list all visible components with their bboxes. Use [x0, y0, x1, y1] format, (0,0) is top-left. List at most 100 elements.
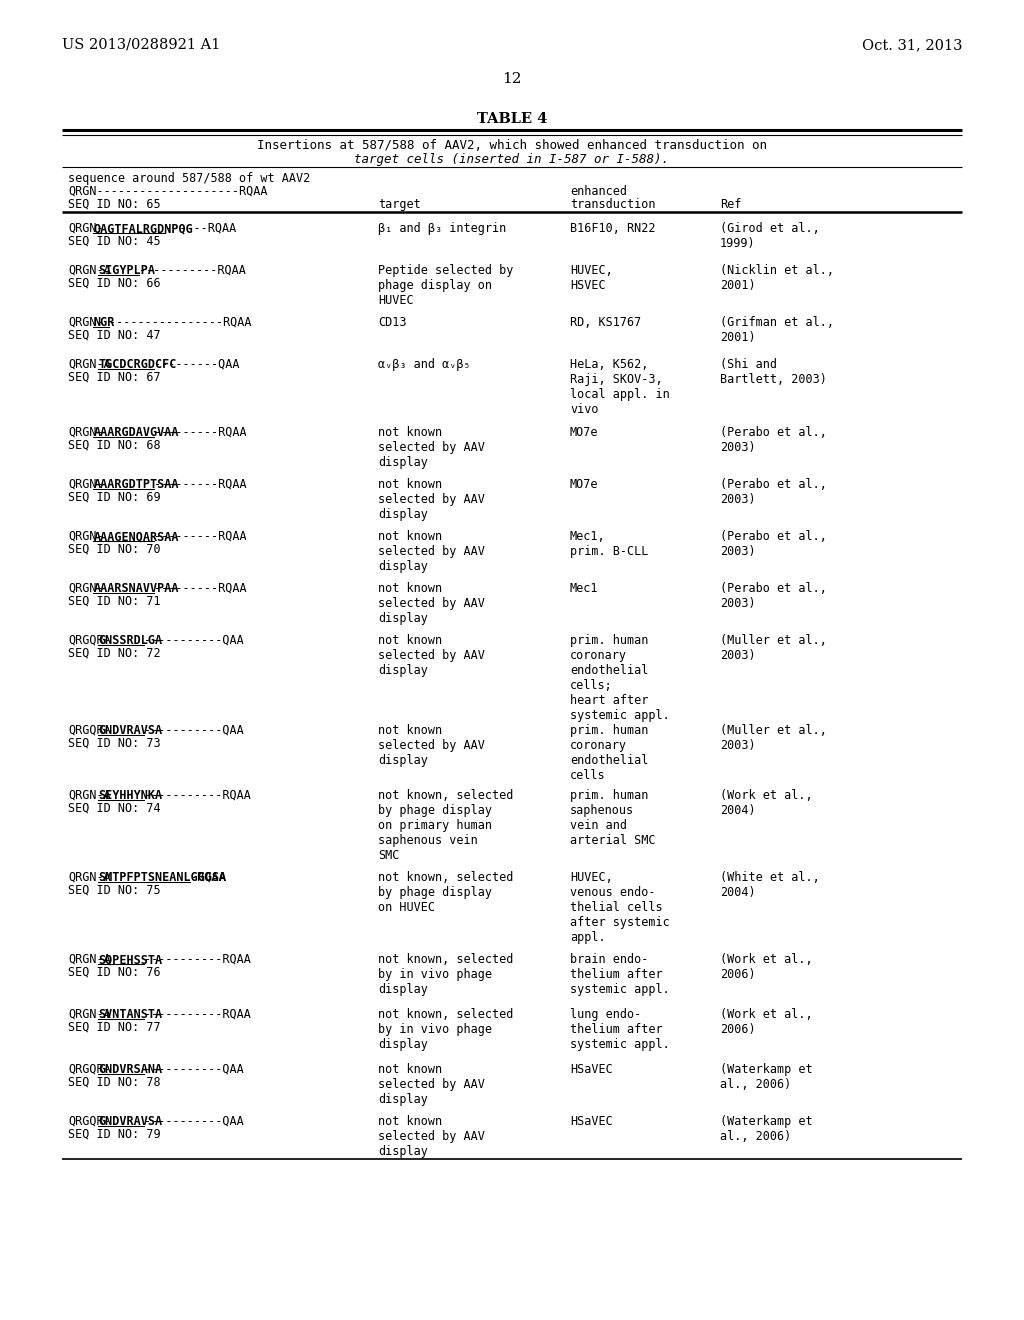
Text: SEQ ID NO: 68: SEQ ID NO: 68 — [68, 440, 161, 451]
Text: not known
selected by AAV
display: not known selected by AAV display — [378, 1115, 485, 1158]
Text: QRGN-: QRGN- — [68, 582, 103, 595]
Text: (Shi and
Bartlett, 2003): (Shi and Bartlett, 2003) — [720, 358, 826, 385]
Text: αᵥβ₃ and αᵥβ₅: αᵥβ₃ and αᵥβ₅ — [378, 358, 471, 371]
Text: prim. human
coronary
endothelial
cells;
heart after
systemic appl.: prim. human coronary endothelial cells; … — [570, 634, 670, 722]
Text: not known
selected by AAV
display: not known selected by AAV display — [378, 531, 485, 573]
Text: prim. human
saphenous
vein and
arterial SMC: prim. human saphenous vein and arterial … — [570, 789, 655, 847]
Text: (Muller et al.,
2003): (Muller et al., 2003) — [720, 634, 826, 663]
Text: ----------------RQAA: ----------------RQAA — [109, 315, 251, 329]
Text: prim. human
coronary
endothelial
cells: prim. human coronary endothelial cells — [570, 723, 648, 781]
Text: HSaVEC: HSaVEC — [570, 1115, 612, 1129]
Text: SEYHHYNKA: SEYHHYNKA — [98, 789, 163, 803]
Text: (Nicklin et al.,
2001): (Nicklin et al., 2001) — [720, 264, 834, 292]
Text: QRGQR-: QRGQR- — [68, 1115, 111, 1129]
Text: QRGQR-: QRGQR- — [68, 723, 111, 737]
Text: β₁ and β₃ integrin: β₁ and β₃ integrin — [378, 222, 506, 235]
Text: Mec1: Mec1 — [570, 582, 598, 595]
Text: not known
selected by AAV
display: not known selected by AAV display — [378, 634, 485, 677]
Text: SEQ ID NO: 79: SEQ ID NO: 79 — [68, 1129, 161, 1140]
Text: (Work et al.,
2006): (Work et al., 2006) — [720, 953, 813, 981]
Text: SEQ ID NO: 72: SEQ ID NO: 72 — [68, 647, 161, 660]
Text: Oct. 31, 2013: Oct. 31, 2013 — [861, 38, 962, 51]
Text: QRGN-A: QRGN-A — [68, 358, 111, 371]
Text: SEQ ID NO: 77: SEQ ID NO: 77 — [68, 1020, 161, 1034]
Text: ---------RQAA: ---------RQAA — [155, 582, 247, 595]
Text: QRGN-: QRGN- — [68, 222, 103, 235]
Text: NGR: NGR — [93, 315, 115, 329]
Text: QRGN-: QRGN- — [68, 478, 103, 491]
Text: (Perabo et al.,
2003): (Perabo et al., 2003) — [720, 426, 826, 454]
Text: CD13: CD13 — [378, 315, 407, 329]
Text: ---------RQAA: ---------RQAA — [155, 478, 247, 491]
Text: AAARGDTPTSAA: AAARGDTPTSAA — [93, 478, 179, 491]
Text: SEQ ID NO: 66: SEQ ID NO: 66 — [68, 277, 161, 290]
Text: SEQ ID NO: 76: SEQ ID NO: 76 — [68, 966, 161, 979]
Text: (Work et al.,
2004): (Work et al., 2004) — [720, 789, 813, 817]
Text: AAAGENQARSAA: AAAGENQARSAA — [93, 531, 179, 543]
Text: SEQ ID NO: 73: SEQ ID NO: 73 — [68, 737, 161, 750]
Text: lung endo-
thelium after
systemic appl.: lung endo- thelium after systemic appl. — [570, 1008, 670, 1051]
Text: not known, selected
by phage display
on HUVEC: not known, selected by phage display on … — [378, 871, 513, 913]
Text: MO7e: MO7e — [570, 426, 598, 440]
Text: SIGYPLPA: SIGYPLPA — [98, 264, 156, 277]
Text: SEQ ID NO: 65: SEQ ID NO: 65 — [68, 198, 161, 211]
Text: TABLE 4: TABLE 4 — [477, 112, 547, 125]
Text: SEQ ID NO: 67: SEQ ID NO: 67 — [68, 371, 161, 384]
Text: Mec1,
prim. B-CLL: Mec1, prim. B-CLL — [570, 531, 648, 558]
Text: SEQ ID NO: 69: SEQ ID NO: 69 — [68, 491, 161, 504]
Text: sequence around 587/588 of wt AAV2: sequence around 587/588 of wt AAV2 — [68, 172, 310, 185]
Text: -----------RQAA: -----------RQAA — [139, 264, 246, 277]
Text: QAGTFALRGDNPQG: QAGTFALRGDNPQG — [93, 222, 194, 235]
Text: HeLa, K562,
Raji, SKOV-3,
local appl. in
vivo: HeLa, K562, Raji, SKOV-3, local appl. in… — [570, 358, 670, 416]
Text: QRGN-A: QRGN-A — [68, 264, 111, 277]
Text: QRGN-: QRGN- — [68, 426, 103, 440]
Text: QRGQR-: QRGQR- — [68, 1063, 111, 1076]
Text: AAARSNAVVPAA: AAARSNAVVPAA — [93, 582, 179, 595]
Text: SEQ ID NO: 47: SEQ ID NO: 47 — [68, 329, 161, 342]
Text: (Girod et al.,
1999): (Girod et al., 1999) — [720, 222, 820, 249]
Text: enhanced: enhanced — [570, 185, 627, 198]
Text: Ref: Ref — [720, 198, 741, 211]
Text: SEQ ID NO: 78: SEQ ID NO: 78 — [68, 1076, 161, 1089]
Text: SEQ ID NO: 75: SEQ ID NO: 75 — [68, 884, 161, 898]
Text: (Muller et al.,
2003): (Muller et al., 2003) — [720, 723, 826, 752]
Text: SVNTANSTA: SVNTANSTA — [98, 1008, 163, 1020]
Text: ---------QAA: ---------QAA — [155, 358, 240, 371]
Text: ------RQAA: ------RQAA — [165, 222, 236, 235]
Text: SEQ ID NO: 70: SEQ ID NO: 70 — [68, 543, 161, 556]
Text: HUVEC,
HSVEC: HUVEC, HSVEC — [570, 264, 612, 292]
Text: HUVEC,
venous endo-
thelial cells
after systemic
appl.: HUVEC, venous endo- thelial cells after … — [570, 871, 670, 944]
Text: QRGN-A: QRGN-A — [68, 1008, 111, 1020]
Text: not known
selected by AAV
display: not known selected by AAV display — [378, 426, 485, 469]
Text: (Waterkamp et
al., 2006): (Waterkamp et al., 2006) — [720, 1063, 813, 1092]
Text: -----------RQAA: -----------RQAA — [144, 953, 251, 966]
Text: HSaVEC: HSaVEC — [570, 1063, 612, 1076]
Text: GNDVRAVSA: GNDVRAVSA — [98, 1115, 163, 1129]
Text: QRGN-A: QRGN-A — [68, 953, 111, 966]
Text: TGCDCRGDCFC: TGCDCRGDCFC — [98, 358, 177, 371]
Text: MO7e: MO7e — [570, 478, 598, 491]
Text: QRGQR-: QRGQR- — [68, 634, 111, 647]
Text: SEQ ID NO: 45: SEQ ID NO: 45 — [68, 235, 161, 248]
Text: GNSSRDLGA: GNSSRDLGA — [98, 634, 163, 647]
Text: SQPEHSSTA: SQPEHSSTA — [98, 953, 163, 966]
Text: SEQ ID NO: 71: SEQ ID NO: 71 — [68, 595, 161, 609]
Text: ---------RQAA: ---------RQAA — [155, 531, 247, 543]
Text: -----------QAA: -----------QAA — [144, 723, 244, 737]
Text: target: target — [378, 198, 421, 211]
Text: (Grifman et al.,
2001): (Grifman et al., 2001) — [720, 315, 834, 345]
Text: 12: 12 — [502, 73, 522, 86]
Text: -RQAA: -RQAA — [189, 871, 225, 884]
Text: QRGN-: QRGN- — [68, 315, 103, 329]
Text: B16F10, RN22: B16F10, RN22 — [570, 222, 655, 235]
Text: not known, selected
by phage display
on primary human
saphenous vein
SMC: not known, selected by phage display on … — [378, 789, 513, 862]
Text: -----------QAA: -----------QAA — [144, 1115, 244, 1129]
Text: QRGN-A: QRGN-A — [68, 789, 111, 803]
Text: ---------RQAA: ---------RQAA — [155, 426, 247, 440]
Text: (Work et al.,
2006): (Work et al., 2006) — [720, 1008, 813, 1036]
Text: GNDVRSANA: GNDVRSANA — [98, 1063, 163, 1076]
Text: not known
selected by AAV
display: not known selected by AAV display — [378, 478, 485, 521]
Text: not known
selected by AAV
display: not known selected by AAV display — [378, 1063, 485, 1106]
Text: not known
selected by AAV
display: not known selected by AAV display — [378, 723, 485, 767]
Text: (Perabo et al.,
2003): (Perabo et al., 2003) — [720, 582, 826, 610]
